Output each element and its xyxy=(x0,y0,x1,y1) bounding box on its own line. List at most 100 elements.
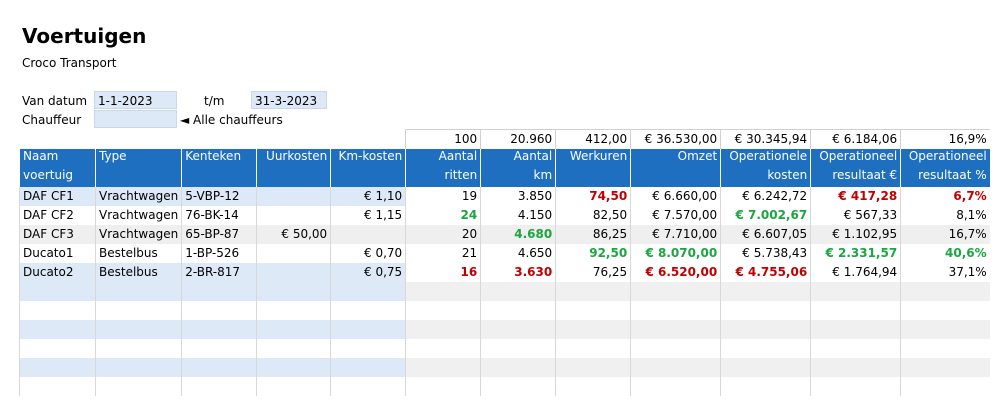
table-cell[interactable] xyxy=(330,224,406,244)
empty-cell[interactable] xyxy=(94,357,182,377)
empty-cell[interactable] xyxy=(630,376,721,396)
empty-cell[interactable] xyxy=(810,376,901,396)
empty-cell[interactable] xyxy=(405,376,481,396)
column-header[interactable]: km xyxy=(480,167,556,187)
empty-cell[interactable] xyxy=(630,357,721,377)
table-cell[interactable]: 4.680 xyxy=(480,224,556,244)
table-cell[interactable]: 40,6% xyxy=(900,243,990,263)
table-cell[interactable]: Vrachtwagen xyxy=(94,186,182,206)
table-cell[interactable]: 65-BP-87 xyxy=(181,224,257,244)
table-cell[interactable]: 19 xyxy=(405,186,481,206)
empty-cell[interactable] xyxy=(256,357,331,377)
empty-row[interactable] xyxy=(19,357,990,377)
empty-cell[interactable] xyxy=(405,300,481,320)
tm-datum-input[interactable]: 31-3-2023 xyxy=(251,91,327,109)
table-cell[interactable]: 76-BK-14 xyxy=(181,205,257,225)
empty-cell[interactable] xyxy=(181,357,257,377)
empty-cell[interactable] xyxy=(720,281,811,301)
empty-cell[interactable] xyxy=(555,376,631,396)
column-header[interactable] xyxy=(94,167,182,187)
table-cell[interactable]: 21 xyxy=(405,243,481,263)
empty-cell[interactable] xyxy=(900,357,990,377)
empty-cell[interactable] xyxy=(555,300,631,320)
empty-cell[interactable] xyxy=(181,300,257,320)
column-header[interactable]: Operationeel xyxy=(810,148,901,168)
column-header[interactable] xyxy=(256,167,331,187)
empty-cell[interactable] xyxy=(720,357,811,377)
table-cell[interactable]: 37,1% xyxy=(900,262,990,282)
column-header[interactable]: voertuig xyxy=(19,167,96,187)
empty-cell[interactable] xyxy=(720,338,811,358)
table-cell[interactable] xyxy=(256,243,331,263)
empty-cell[interactable] xyxy=(405,319,481,339)
table-cell[interactable]: € 567,33 xyxy=(810,205,901,225)
empty-cell[interactable] xyxy=(405,357,481,377)
empty-cell[interactable] xyxy=(480,281,556,301)
table-cell[interactable]: € 2.331,57 xyxy=(810,243,901,263)
empty-cell[interactable] xyxy=(330,281,406,301)
column-header[interactable]: Naam xyxy=(19,148,96,168)
empty-cell[interactable] xyxy=(555,338,631,358)
column-header[interactable] xyxy=(630,167,721,187)
empty-cell[interactable] xyxy=(94,281,182,301)
table-cell[interactable]: Vrachtwagen xyxy=(94,205,182,225)
table-row[interactable]: DAF CF2 Vrachtwagen 76-BK-14 € 1,15 24 4.150 8… xyxy=(19,205,990,225)
empty-cell[interactable] xyxy=(256,319,331,339)
empty-cell[interactable] xyxy=(810,319,901,339)
table-cell[interactable]: € 8.070,00 xyxy=(630,243,721,263)
empty-cell[interactable] xyxy=(630,338,721,358)
table-cell[interactable]: € 7.002,67 xyxy=(720,205,811,225)
table-cell[interactable]: 3.630 xyxy=(480,262,556,282)
empty-cell[interactable] xyxy=(810,338,901,358)
column-header[interactable]: Aantal xyxy=(480,148,556,168)
empty-cell[interactable] xyxy=(94,338,182,358)
empty-cell[interactable] xyxy=(330,357,406,377)
empty-cell[interactable] xyxy=(19,281,96,301)
empty-cell[interactable] xyxy=(900,319,990,339)
empty-cell[interactable] xyxy=(181,338,257,358)
column-header[interactable]: Omzet xyxy=(630,148,721,168)
empty-cell[interactable] xyxy=(630,281,721,301)
column-header[interactable]: Operationeel xyxy=(900,148,990,168)
table-cell[interactable]: 86,25 xyxy=(555,224,631,244)
empty-cell[interactable] xyxy=(900,338,990,358)
table-cell[interactable]: 74,50 xyxy=(555,186,631,206)
table-cell[interactable]: € 7.570,00 xyxy=(630,205,721,225)
table-cell[interactable]: € 50,00 xyxy=(256,224,331,244)
table-cell[interactable]: 20 xyxy=(405,224,481,244)
column-header[interactable]: ritten xyxy=(405,167,481,187)
table-cell[interactable]: 4.150 xyxy=(480,205,556,225)
empty-cell[interactable] xyxy=(480,376,556,396)
table-cell[interactable] xyxy=(256,262,331,282)
empty-cell[interactable] xyxy=(256,338,331,358)
column-header[interactable]: Type xyxy=(94,148,182,168)
empty-cell[interactable] xyxy=(555,357,631,377)
table-cell[interactable] xyxy=(256,205,331,225)
table-cell[interactable]: € 1,10 xyxy=(330,186,406,206)
column-header[interactable]: Aantal xyxy=(405,148,481,168)
column-header[interactable]: Uurkosten xyxy=(256,148,331,168)
table-cell[interactable]: € 1.764,94 xyxy=(810,262,901,282)
empty-cell[interactable] xyxy=(256,281,331,301)
table-cell[interactable]: 5-VBP-12 xyxy=(181,186,257,206)
van-datum-input[interactable]: 1-1-2023 xyxy=(94,91,177,109)
column-header[interactable]: Km-kosten xyxy=(330,148,406,168)
empty-row[interactable] xyxy=(19,376,990,396)
table-cell[interactable] xyxy=(256,186,331,206)
empty-cell[interactable] xyxy=(330,376,406,396)
empty-cell[interactable] xyxy=(94,376,182,396)
empty-cell[interactable] xyxy=(810,357,901,377)
empty-cell[interactable] xyxy=(19,357,96,377)
empty-row[interactable] xyxy=(19,300,990,320)
column-header[interactable]: resultaat % xyxy=(900,167,990,187)
empty-cell[interactable] xyxy=(405,338,481,358)
empty-cell[interactable] xyxy=(900,300,990,320)
empty-cell[interactable] xyxy=(480,300,556,320)
column-header[interactable]: kosten xyxy=(720,167,811,187)
column-header[interactable] xyxy=(330,167,406,187)
chauffeur-input[interactable] xyxy=(94,110,177,128)
empty-cell[interactable] xyxy=(181,319,257,339)
table-cell[interactable]: Vrachtwagen xyxy=(94,224,182,244)
empty-cell[interactable] xyxy=(330,319,406,339)
empty-cell[interactable] xyxy=(810,300,901,320)
